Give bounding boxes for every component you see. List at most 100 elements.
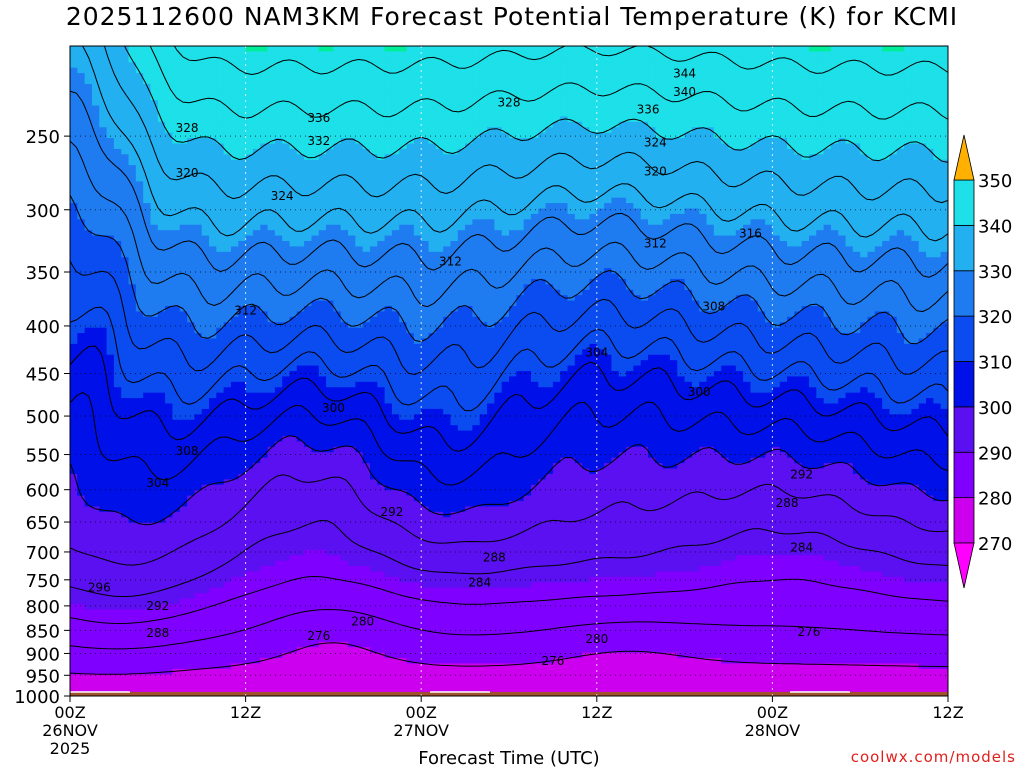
band-cell xyxy=(165,593,174,600)
band-cell xyxy=(369,376,378,383)
band-cell xyxy=(267,685,276,692)
band-cell xyxy=(201,544,210,551)
band-cell xyxy=(165,181,174,188)
band-cell xyxy=(99,46,108,53)
band-cell xyxy=(318,213,327,220)
band-cell xyxy=(99,208,108,215)
band-cell xyxy=(274,463,283,470)
band-cell xyxy=(340,598,349,605)
band-cell xyxy=(187,354,195,361)
band-cell xyxy=(143,181,152,188)
band-cell xyxy=(296,159,305,166)
band-cell xyxy=(340,501,349,508)
band-cell xyxy=(187,181,195,188)
band-cell xyxy=(113,452,122,459)
band-cell xyxy=(157,132,166,139)
band-cell xyxy=(223,83,232,90)
band-cell xyxy=(311,235,320,242)
band-cell xyxy=(172,197,181,204)
band-cell xyxy=(165,170,174,177)
band-cell xyxy=(296,268,305,275)
band-cell xyxy=(362,517,371,524)
band-cell xyxy=(84,609,93,616)
band-cell xyxy=(326,506,334,513)
band-cell xyxy=(304,387,313,394)
band-cell xyxy=(121,479,130,486)
band-cell xyxy=(296,446,305,453)
band-cell xyxy=(267,273,276,280)
band-cell xyxy=(99,327,108,334)
band-cell xyxy=(318,354,327,361)
band-cell xyxy=(282,528,291,535)
band-cell xyxy=(172,230,181,237)
band-cell xyxy=(143,327,152,334)
band-cell xyxy=(209,593,217,600)
band-cell xyxy=(99,522,108,529)
band-cell xyxy=(326,468,334,475)
band-cell xyxy=(252,663,261,670)
band-cell xyxy=(282,479,291,486)
band-cell xyxy=(172,251,181,258)
band-cell xyxy=(157,566,166,573)
band-cell xyxy=(238,473,247,480)
band-cell xyxy=(369,111,378,118)
band-cell xyxy=(348,636,356,643)
band-cell xyxy=(355,365,364,372)
band-cell xyxy=(165,154,174,161)
band-cell xyxy=(289,511,298,518)
band-cell xyxy=(296,549,305,556)
band-cell xyxy=(245,587,254,594)
band-cell xyxy=(201,224,210,231)
band-cell xyxy=(77,620,86,627)
band-cell xyxy=(304,398,313,405)
band-cell xyxy=(333,663,342,670)
band-cell xyxy=(355,289,364,296)
band-cell xyxy=(113,154,122,161)
band-cell xyxy=(91,436,100,443)
band-cell xyxy=(238,322,247,329)
band-cell xyxy=(304,663,313,670)
band-cell xyxy=(187,631,195,638)
band-cell xyxy=(194,398,203,405)
band-cell xyxy=(318,176,327,183)
band-cell xyxy=(201,506,210,513)
band-cell xyxy=(99,398,108,405)
band-cell xyxy=(84,528,93,535)
band-cell xyxy=(209,94,217,101)
band-cell xyxy=(150,143,159,150)
band-cell xyxy=(187,132,195,139)
band-cell xyxy=(267,192,276,199)
band-cell xyxy=(230,83,239,90)
band-cell xyxy=(77,186,86,193)
band-cell xyxy=(128,571,137,578)
band-cell xyxy=(157,414,166,421)
band-cell xyxy=(355,576,364,583)
band-cell xyxy=(128,165,137,172)
band-cell xyxy=(282,609,291,616)
band-cell xyxy=(135,116,144,123)
band-cell xyxy=(179,538,188,545)
band-cell xyxy=(289,479,298,486)
band-cell xyxy=(362,544,371,551)
band-cell xyxy=(84,138,93,145)
band-cell xyxy=(274,441,283,448)
band-cell xyxy=(260,268,269,275)
band-cell xyxy=(77,544,86,551)
band-cell xyxy=(260,132,269,139)
band-cell xyxy=(311,208,320,215)
band-cell xyxy=(128,376,137,383)
band-cell xyxy=(106,430,115,437)
band-cell xyxy=(157,311,166,318)
band-cell xyxy=(84,111,93,118)
band-cell xyxy=(355,311,364,318)
band-cell xyxy=(194,582,203,589)
band-cell xyxy=(216,376,225,383)
band-cell xyxy=(172,300,181,307)
band-cell xyxy=(296,392,305,399)
band-cell xyxy=(91,490,100,497)
band-cell xyxy=(296,343,305,350)
band-cell xyxy=(84,376,93,383)
band-cell xyxy=(355,208,364,215)
band-cell xyxy=(143,468,152,475)
band-cell xyxy=(157,582,166,589)
